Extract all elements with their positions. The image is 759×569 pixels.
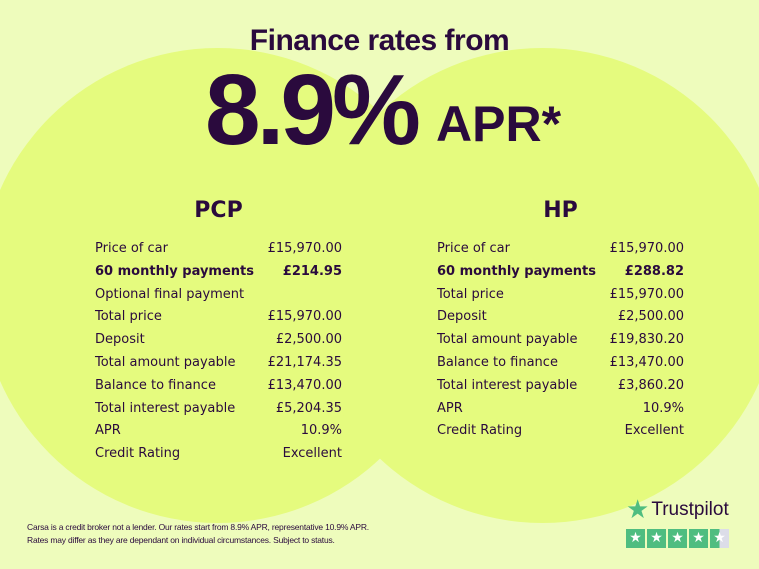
row-label: APR: [95, 423, 121, 439]
row-label: Balance to finance: [95, 377, 216, 393]
row-value: Excellent: [624, 423, 684, 439]
row-label: Price of car: [437, 241, 510, 256]
table-row: 60 monthly payments £288.82: [437, 261, 684, 284]
table-row: Optional final payment: [95, 284, 342, 307]
pcp-title: PCP: [194, 198, 243, 223]
row-label: APR: [437, 400, 463, 416]
row-label: Balance to finance: [437, 354, 558, 370]
row-value: £15,970.00: [267, 309, 342, 325]
row-value: £13,470.00: [609, 354, 684, 370]
row-label: Total price: [95, 309, 162, 325]
table-row: Total interest payable £5,204.35: [95, 398, 342, 421]
row-value: Excellent: [282, 446, 342, 462]
star-icon: ★: [647, 529, 666, 548]
row-value: £19,830.20: [609, 332, 684, 348]
table-row: Total amount payable £19,830.20: [437, 329, 684, 352]
table-row: Price of car £15,970.00: [437, 238, 684, 261]
row-value: £15,970.00: [267, 241, 342, 256]
row-label: Deposit: [95, 332, 145, 348]
row-value: 10.9%: [300, 423, 342, 439]
trustpilot-label: Trustpilot: [651, 498, 729, 520]
row-value: £21,174.35: [267, 354, 342, 370]
row-label: Total interest payable: [95, 400, 236, 416]
row-value: £15,970.00: [609, 286, 684, 302]
disclaimer-line: Rates may differ as they are dependant o…: [27, 535, 335, 545]
table-row: Total price £15,970.00: [437, 284, 684, 307]
star-icon: ★: [668, 529, 687, 548]
row-label: Total amount payable: [437, 332, 578, 348]
row-label: 60 monthly payments: [95, 263, 254, 279]
row-label: Total price: [437, 286, 504, 302]
disclaimer-line: Carsa is a credit broker not a lender. O…: [27, 522, 369, 532]
table-row: Total interest payable £3,860.20: [437, 375, 684, 398]
row-value: 10.9%: [642, 400, 684, 416]
row-value: £5,204.35: [275, 400, 342, 416]
star-icon: ★: [626, 529, 645, 548]
table-row: Credit Rating Excellent: [95, 443, 342, 466]
table-row: Price of car £15,970.00: [95, 238, 342, 261]
hp-table: HP Price of car £15,970.00 60 monthly paym…: [437, 198, 684, 443]
row-label: Price of car: [95, 241, 168, 256]
table-row: Credit Rating Excellent: [437, 420, 684, 443]
row-label: Total amount payable: [95, 354, 236, 370]
pcp-table: PCP Price of car £15,970.00 60 monthly pay…: [95, 198, 342, 466]
row-label: 60 monthly payments: [437, 263, 596, 279]
row-value: £288.82: [624, 263, 684, 279]
trustpilot-badge[interactable]: ★ Trustpilot ★ ★ ★ ★ ★: [626, 494, 729, 548]
table-row: Deposit £2,500.00: [95, 329, 342, 352]
trustpilot-rating: ★ ★ ★ ★ ★: [626, 529, 729, 548]
disclaimer: Carsa is a credit broker not a lender. O…: [27, 521, 369, 547]
hp-title: HP: [543, 198, 578, 223]
table-row: Balance to finance £13,470.00: [437, 352, 684, 375]
row-value: £13,470.00: [267, 377, 342, 393]
row-value: £2,500.00: [617, 309, 684, 325]
trustpilot-star-icon: ★: [626, 494, 650, 524]
table-row: Total price £15,970.00: [95, 306, 342, 329]
row-label: Credit Rating: [95, 446, 181, 462]
row-label: Credit Rating: [437, 423, 523, 439]
rate-suffix: APR*: [436, 96, 562, 152]
table-row: Total amount payable £21,174.35: [95, 352, 342, 375]
table-row: 60 monthly payments £214.95: [95, 261, 342, 284]
row-label: Optional final payment: [95, 286, 245, 302]
star-icon: ★: [689, 529, 708, 548]
headline: Finance rates from: [249, 24, 510, 57]
table-row: APR 10.9%: [437, 398, 684, 421]
table-row: Balance to finance £13,470.00: [95, 375, 342, 398]
row-label: Total interest payable: [437, 377, 578, 393]
row-value: £214.95: [282, 263, 342, 279]
row-value: £15,970.00: [609, 241, 684, 256]
star-icon: ★: [710, 529, 729, 548]
table-row: APR 10.9%: [95, 420, 342, 443]
rate-value: 8.9%: [205, 54, 421, 166]
row-value: £3,860.20: [617, 377, 684, 393]
table-row: Deposit £2,500.00: [437, 306, 684, 329]
background-circle-right: [305, 48, 759, 523]
row-value: £2,500.00: [275, 332, 342, 348]
row-label: Deposit: [437, 309, 487, 325]
